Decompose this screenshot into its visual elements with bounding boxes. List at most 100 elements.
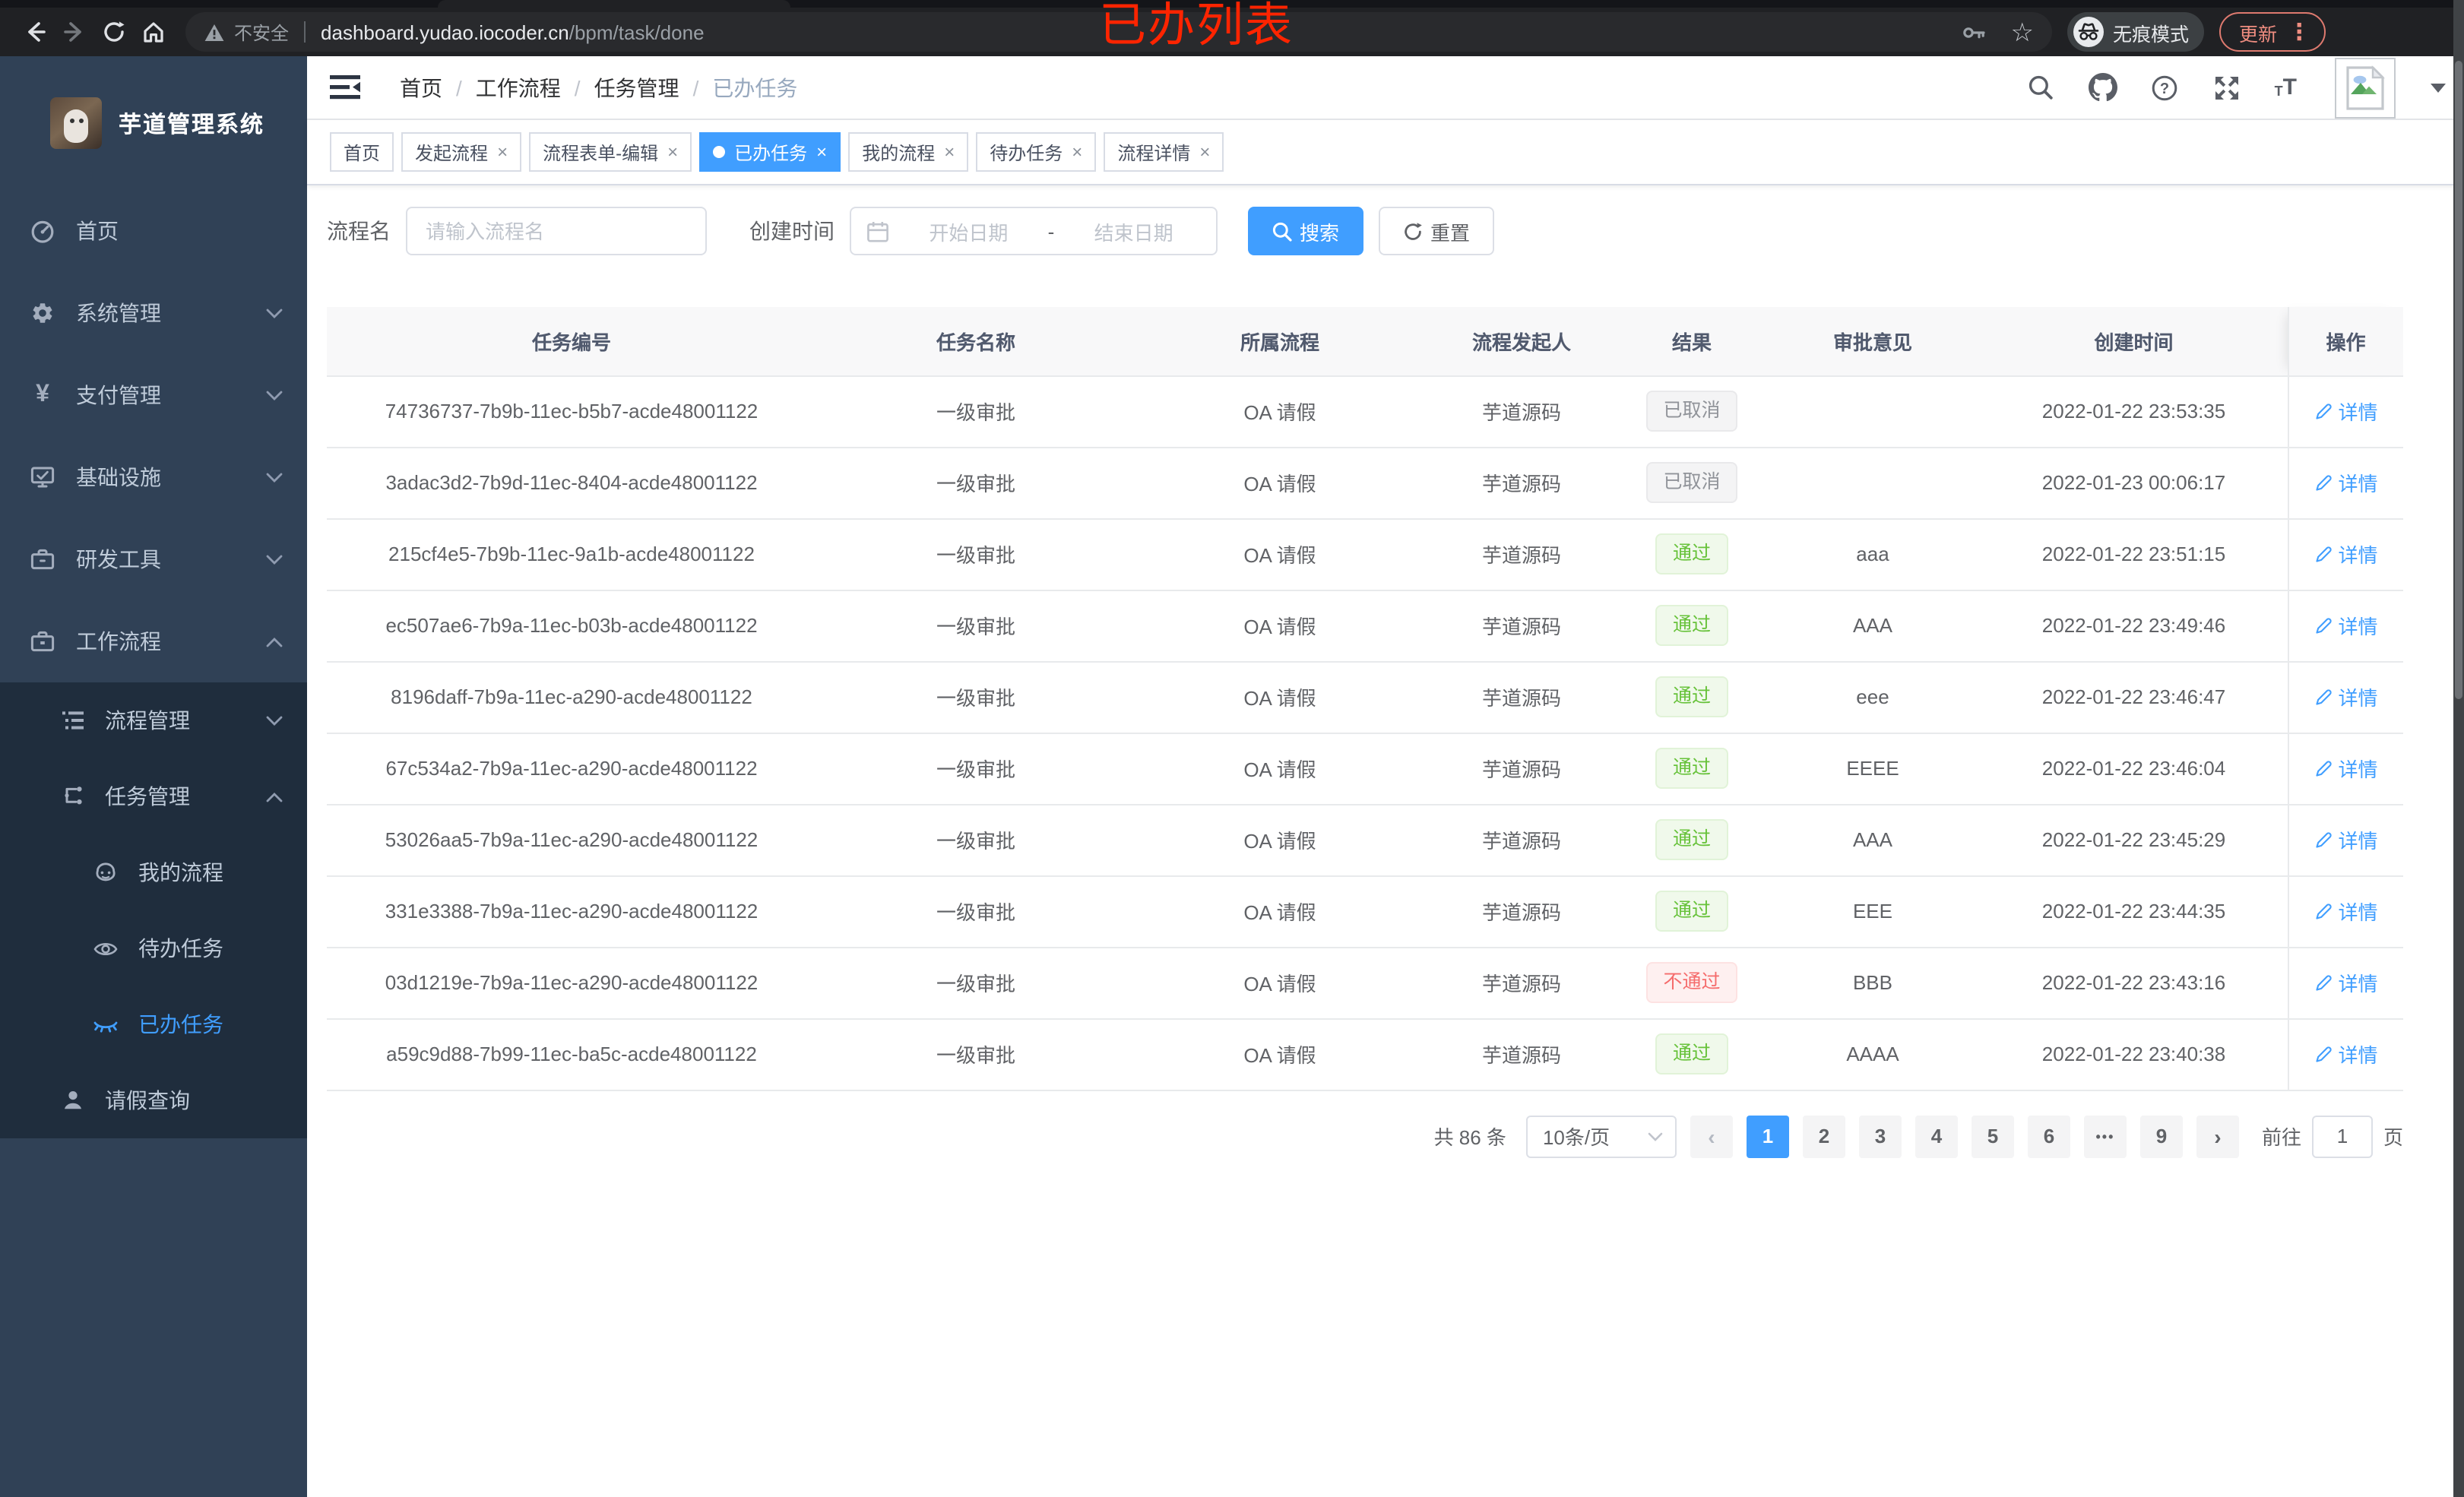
more-pages-button[interactable]: ••• (2083, 1115, 2127, 1157)
cell-starter: 芋道源码 (1424, 447, 1619, 519)
detail-link[interactable]: 详情 (2314, 825, 2378, 854)
bookmark-star-icon[interactable]: ☆ (2010, 17, 2035, 46)
page-button-6[interactable]: 6 (2027, 1115, 2070, 1157)
update-label[interactable]: 更新 (2239, 24, 2278, 45)
workflow-submenu: 流程管理 任务管理 (0, 682, 307, 1138)
sidebar-item-payment[interactable]: ¥ 支付管理 (0, 354, 307, 436)
key-icon[interactable] (1959, 17, 1990, 47)
breadcrumb-workflow[interactable]: 工作流程 (475, 75, 561, 100)
tab-todo-tasks[interactable]: 待办任务 × (976, 132, 1097, 172)
browser-menu-icon[interactable]: ⋮ (2288, 20, 2311, 46)
cell-starter: 芋道源码 (1424, 947, 1619, 1019)
security-warning-icon[interactable] (204, 22, 225, 42)
process-name-input[interactable] (426, 220, 687, 242)
detail-link[interactable]: 详情 (2314, 754, 2378, 783)
cell-task-id: 67c534a2-7b9a-11ec-a290-acde48001122 (327, 733, 816, 805)
page-button-2[interactable]: 2 (1802, 1115, 1845, 1157)
avatar[interactable] (2335, 57, 2396, 118)
back-icon[interactable] (15, 12, 55, 52)
url-path[interactable]: /bpm/task/done (568, 21, 705, 43)
sidebar-item-label: 流程管理 (105, 708, 190, 733)
prev-page-button[interactable]: ‹ (1690, 1115, 1733, 1157)
sidebar-item-workflow[interactable]: 工作流程 (0, 600, 307, 682)
cell-starter: 芋道源码 (1424, 518, 1619, 590)
breadcrumb-task-mgmt[interactable]: 任务管理 (594, 75, 679, 100)
tab-done-tasks[interactable]: 已办任务 × (699, 132, 841, 172)
close-icon[interactable]: × (944, 141, 955, 163)
app-logo[interactable]: 芋道管理系统 (0, 56, 307, 190)
process-name-field[interactable] (406, 207, 707, 255)
tab-my-process[interactable]: 我的流程 × (848, 132, 969, 172)
detail-link[interactable]: 详情 (2314, 611, 2378, 640)
gear-icon (30, 301, 55, 325)
tab-form-edit[interactable]: 流程表单-编辑 × (529, 132, 692, 172)
fullscreen-icon[interactable] (2212, 72, 2243, 103)
cell-starter: 芋道源码 (1424, 590, 1619, 662)
cell-process: OA 请假 (1135, 447, 1424, 519)
next-page-button[interactable]: › (2196, 1115, 2239, 1157)
cell-create-time: 2022-01-22 23:53:35 (1981, 375, 2288, 448)
sidebar-item-home[interactable]: 首页 (0, 190, 307, 272)
page-button-9[interactable]: 9 (2139, 1115, 2183, 1157)
tab-process-detail[interactable]: 流程详情 × (1104, 132, 1224, 172)
tab-start-process[interactable]: 发起流程 × (401, 132, 522, 172)
github-icon[interactable] (2088, 72, 2118, 103)
help-icon[interactable]: ? (2150, 72, 2181, 103)
sidebar-item-process-mgmt[interactable]: 流程管理 (0, 682, 307, 758)
window-scrollbar[interactable] (2453, 0, 2464, 1497)
sidebar-item-done-tasks[interactable]: 已办任务 (0, 986, 307, 1062)
detail-link[interactable]: 详情 (2314, 1040, 2378, 1068)
tags-view-bar: 首页 发起流程 × 流程表单-编辑 × 已办任务 × 我的流程 × (307, 120, 2464, 185)
breadcrumb-home[interactable]: 首页 (400, 75, 442, 100)
detail-link[interactable]: 详情 (2314, 468, 2378, 497)
table-row: ec507ae6-7b9a-11ec-b03b-acde48001122 一级审… (327, 590, 2403, 662)
sidebar-toggle-icon[interactable] (328, 72, 362, 103)
page-size-select[interactable]: 10条/页 (1525, 1115, 1677, 1157)
sidebar-item-todo-tasks[interactable]: 待办任务 (0, 910, 307, 986)
detail-link[interactable]: 详情 (2314, 968, 2378, 997)
close-icon[interactable]: × (667, 141, 679, 163)
detail-link[interactable]: 详情 (2314, 682, 2378, 711)
search-button[interactable]: 搜索 (1248, 207, 1364, 255)
breadcrumb-separator: / (456, 75, 462, 100)
tab-label: 流程表单-编辑 (543, 142, 659, 163)
forward-icon[interactable] (55, 12, 94, 52)
cell-comment: AAA (1765, 590, 1981, 662)
start-date-placeholder[interactable]: 开始日期 (929, 221, 1009, 244)
tab-home[interactable]: 首页 (330, 132, 394, 172)
close-icon[interactable]: × (497, 141, 508, 163)
update-button[interactable]: 更新 ⋮ (2219, 12, 2326, 52)
reset-button[interactable]: 重置 (1379, 207, 1495, 255)
sidebar-item-leave-query[interactable]: 请假查询 (0, 1062, 307, 1138)
goto-page-input[interactable] (2311, 1115, 2373, 1157)
detail-link[interactable]: 详情 (2314, 397, 2378, 426)
sidebar-item-infra[interactable]: 基础设施 (0, 436, 307, 518)
end-date-placeholder[interactable]: 结束日期 (1094, 221, 1173, 244)
security-warning-label[interactable]: 不安全 (234, 22, 290, 43)
sidebar-item-label: 支付管理 (76, 383, 161, 407)
scrollbar-thumb[interactable] (2455, 61, 2462, 699)
search-icon[interactable] (2025, 72, 2056, 103)
reload-icon[interactable] (94, 12, 134, 52)
page-button-1[interactable]: 1 (1746, 1115, 1789, 1157)
edit-pen-icon (2316, 474, 2333, 490)
sidebar-item-task-mgmt[interactable]: 任务管理 (0, 758, 307, 834)
avatar-dropdown-caret[interactable] (2431, 83, 2446, 92)
browser-active-tab[interactable] (438, 0, 790, 8)
detail-link[interactable]: 详情 (2314, 540, 2378, 568)
sidebar-item-system[interactable]: 系统管理 (0, 272, 307, 354)
url-bar[interactable]: 不安全 dashboard.yudao.iocoder.cn/bpm/task/… (185, 12, 2052, 52)
date-range-picker[interactable]: 开始日期 - 结束日期 (850, 207, 1218, 255)
sidebar-item-devtools[interactable]: 研发工具 (0, 518, 307, 600)
page-button-5[interactable]: 5 (1971, 1115, 2014, 1157)
url-host[interactable]: dashboard.yudao.iocoder.cn (321, 21, 569, 43)
sidebar-item-my-process[interactable]: 我的流程 (0, 834, 307, 910)
close-icon[interactable]: × (1199, 141, 1211, 163)
close-icon[interactable]: × (1072, 141, 1083, 163)
page-button-3[interactable]: 3 (1858, 1115, 1902, 1157)
home-icon[interactable] (134, 12, 173, 52)
page-button-4[interactable]: 4 (1915, 1115, 1958, 1157)
detail-link[interactable]: 详情 (2314, 897, 2378, 926)
close-icon[interactable]: × (816, 141, 828, 163)
